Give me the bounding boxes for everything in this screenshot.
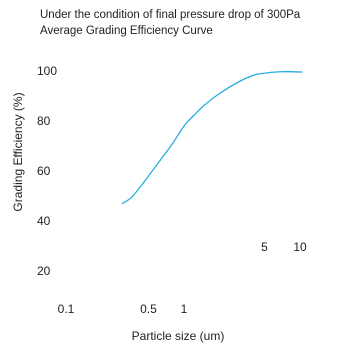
x-tick-label-upper: 10 xyxy=(293,240,307,254)
efficiency-curve-line xyxy=(121,71,303,205)
y-tick-label: 80 xyxy=(37,114,51,128)
y-tick-label: 60 xyxy=(37,164,51,178)
x-tick-label: 1 xyxy=(181,302,188,316)
y-tick-label: 20 xyxy=(37,264,51,278)
x-tick-label: 0.5 xyxy=(140,302,157,316)
y-tick-label: 40 xyxy=(37,214,51,228)
y-tick-label: 100 xyxy=(37,64,57,78)
chart-subtitle: Average Grading Efficiency Curve xyxy=(40,25,213,37)
chart-title: Under the condition of final pressure dr… xyxy=(40,9,301,21)
x-axis-label: Particle size (um) xyxy=(132,329,225,343)
y-axis-label: Grading Efficiency (%) xyxy=(11,92,25,211)
x-tick-label: 0.1 xyxy=(58,302,75,316)
x-tick-label-upper: 5 xyxy=(261,240,268,254)
